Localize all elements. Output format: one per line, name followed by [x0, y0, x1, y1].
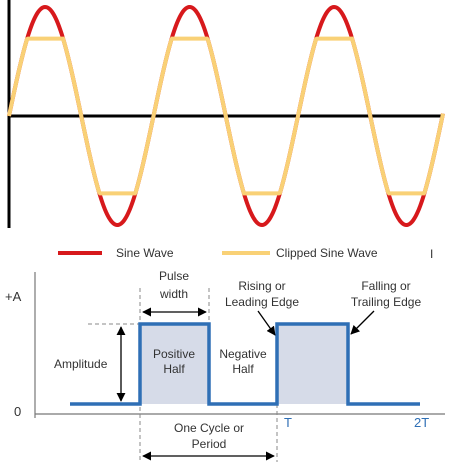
falling-edge-arrow	[350, 310, 375, 335]
x-label-t: T	[284, 415, 292, 430]
period-label-2: Period	[192, 437, 227, 451]
cursor-mark: I	[430, 247, 433, 261]
legend-label-sine: Sine Wave	[116, 246, 174, 260]
clipped-sine-wave-line	[7, 36, 445, 196]
falling-edge-label-2: Trailing Edge	[351, 295, 422, 309]
falling-edge-label-1: Falling or	[361, 279, 410, 293]
sine-chart	[7, 0, 445, 228]
rising-edge-arrow	[257, 310, 276, 336]
rising-edge-label-1: Rising or	[238, 279, 285, 293]
legend-label-clipped: Clipped Sine Wave	[276, 246, 378, 260]
positive-half-fill-2	[277, 324, 348, 404]
negative-half-label-2: Half	[232, 362, 254, 376]
pulse-diagram: +A 0 Amplitude Pulse width Positive Half…	[5, 269, 445, 462]
negative-half-label-1: Negative	[219, 347, 267, 361]
rising-edge-label-2: Leading Edge	[225, 295, 299, 309]
sine-chart-legend: Sine Wave Clipped Sine Wave I	[58, 246, 433, 261]
positive-half-fill-1	[140, 324, 209, 404]
y-label-zero: 0	[14, 404, 21, 419]
period-label-1: One Cycle or	[174, 421, 244, 435]
pulse-waveform	[70, 322, 420, 406]
positive-half-label-2: Half	[163, 362, 185, 376]
x-label-2t: 2T	[414, 415, 429, 430]
positive-half-label-1: Positive	[153, 347, 195, 361]
amplitude-label: Amplitude	[54, 357, 108, 371]
pulse-width-label-1: Pulse	[159, 269, 189, 283]
pulse-width-label-2: width	[159, 287, 188, 301]
y-label-plus-a: +A	[5, 289, 22, 304]
